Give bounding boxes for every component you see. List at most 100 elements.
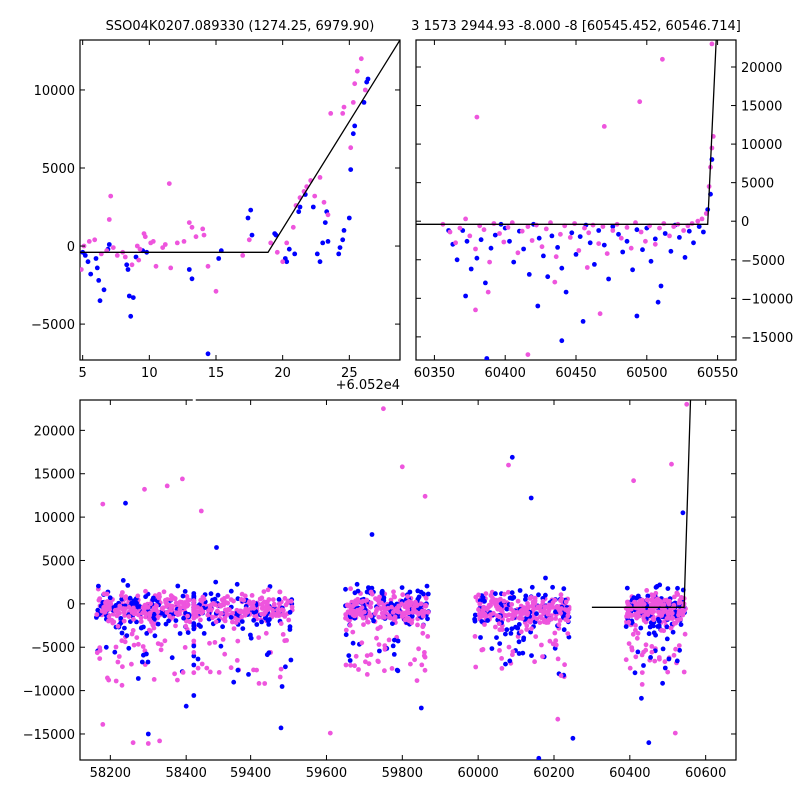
data-point-blue [120, 578, 126, 583]
data-point-blue [596, 228, 602, 233]
data-point-violet [657, 656, 662, 662]
data-point-violet [97, 648, 103, 653]
data-point-blue [632, 670, 638, 676]
data-point-violet [145, 741, 151, 746]
data-point-violet [94, 612, 100, 617]
data-point-violet [158, 642, 164, 647]
data-point-violet [164, 610, 170, 615]
data-point-violet [279, 607, 285, 612]
data-point-violet [627, 665, 633, 671]
data-point-violet [215, 608, 220, 614]
data-point-blue [85, 259, 91, 265]
data-point-blue [482, 598, 487, 604]
data-point-violet [405, 594, 410, 599]
data-point-blue [103, 644, 109, 650]
data-point-violet [505, 617, 511, 623]
data-point-violet [366, 661, 372, 667]
data-point-blue [220, 624, 226, 630]
data-point-violet [409, 620, 415, 626]
data-point-violet [652, 241, 658, 247]
data-point-violet [191, 604, 197, 610]
data-point-violet [709, 41, 715, 47]
y-tick-label: 20000 [34, 424, 75, 439]
data-point-violet [100, 722, 106, 727]
data-point-violet [525, 352, 531, 357]
data-point-violet [129, 608, 135, 614]
data-point-blue [128, 313, 134, 319]
data-point-violet [667, 233, 672, 239]
data-point-blue [264, 652, 270, 658]
data-point-violet [191, 614, 197, 620]
data-point-blue [287, 609, 293, 615]
data-point-blue [536, 235, 542, 241]
data-point-blue [185, 630, 191, 635]
data-point-violet [537, 620, 543, 625]
data-point-violet [122, 639, 128, 645]
data-point-violet [499, 666, 505, 671]
data-point-blue [521, 635, 527, 641]
data-point-violet [597, 311, 603, 317]
data-point-violet [669, 461, 674, 467]
data-point-blue [259, 619, 264, 625]
data-point-violet [157, 594, 162, 600]
data-point-blue [246, 672, 251, 677]
data-point-violet [110, 620, 116, 626]
data-point-violet [205, 612, 211, 618]
data-point-violet [495, 604, 501, 610]
data-point-violet [348, 662, 353, 668]
data-point-blue [228, 614, 234, 620]
data-point-violet [488, 593, 494, 598]
data-point-blue [645, 593, 651, 599]
data-point-violet [119, 682, 125, 688]
data-point-violet [565, 631, 571, 636]
data-point-blue [616, 231, 621, 237]
data-point-blue [125, 267, 131, 272]
data-point-violet [374, 606, 380, 611]
data-point-blue [474, 255, 480, 261]
data-point-violet [106, 614, 112, 619]
data-point-blue [317, 259, 323, 265]
data-point-violet [425, 609, 431, 615]
data-point-blue [668, 248, 674, 254]
data-point-violet [509, 602, 515, 607]
data-point-violet [251, 599, 256, 605]
data-point-blue [425, 616, 430, 622]
data-point-violet [525, 224, 531, 230]
data-point-violet [641, 618, 647, 623]
data-point-violet [506, 462, 511, 468]
data-point-violet [86, 239, 92, 244]
data-point-blue [141, 652, 146, 658]
data-point-violet [637, 598, 643, 604]
data-point-violet [543, 226, 549, 232]
data-point-violet [483, 591, 489, 596]
data-point-blue [543, 592, 548, 598]
data-point-blue [517, 588, 523, 593]
data-point-blue [130, 295, 136, 300]
data-point-violet [390, 609, 396, 615]
panel-season-frame [415, 39, 737, 361]
data-point-violet [175, 677, 180, 683]
data-point-violet [376, 598, 382, 603]
data-point-violet [633, 602, 639, 608]
data-point-violet [665, 611, 671, 617]
data-point-violet [228, 665, 234, 671]
data-point-blue [526, 272, 532, 277]
data-point-blue [151, 595, 156, 601]
data-point-violet [284, 240, 290, 246]
data-point-violet [553, 638, 559, 643]
data-point-violet [224, 611, 230, 616]
data-point-blue [251, 609, 257, 615]
data-point-blue [173, 618, 179, 623]
data-point-blue [492, 232, 498, 238]
data-point-violet [510, 652, 515, 658]
data-point-blue [648, 655, 653, 660]
data-point-blue [529, 584, 535, 590]
data-point-blue [96, 278, 102, 283]
y-tick-label: −5000 [31, 318, 75, 333]
data-point-blue [646, 631, 652, 637]
data-point-blue [352, 590, 358, 596]
data-point-violet [634, 615, 640, 621]
data-point-blue [155, 621, 161, 627]
data-point-violet [558, 673, 564, 678]
